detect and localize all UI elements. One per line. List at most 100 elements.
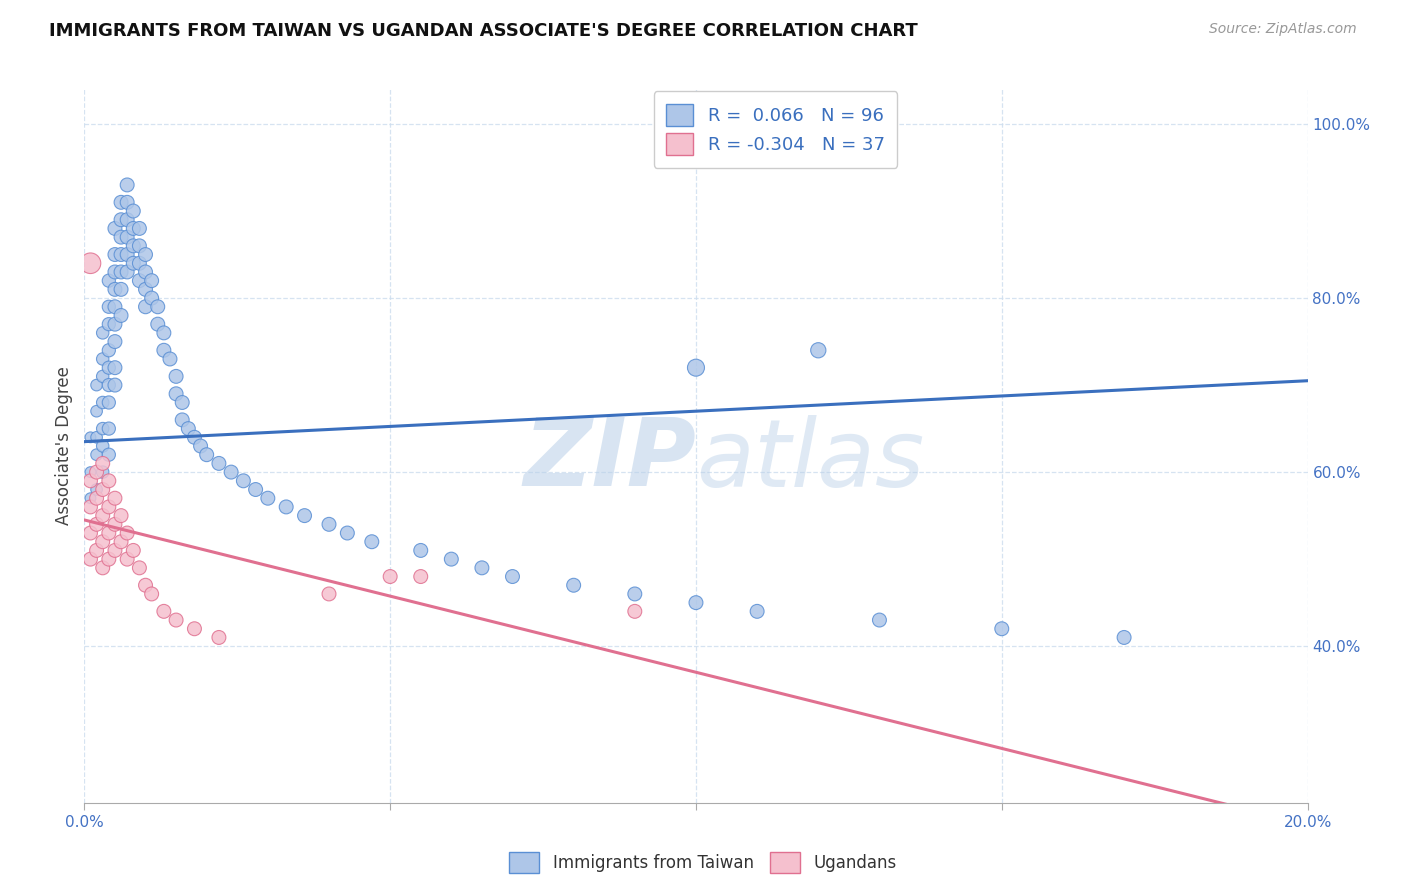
Point: [122, 543, 145, 558]
Point: [91, 457, 114, 471]
Point: [97, 300, 120, 314]
Point: [115, 230, 138, 244]
Point: [624, 587, 647, 601]
Point: [502, 569, 524, 583]
Point: [97, 274, 120, 288]
Point: [294, 508, 316, 523]
Point: [128, 221, 150, 235]
Point: [165, 386, 187, 401]
Point: [91, 465, 114, 479]
Point: [991, 622, 1014, 636]
Point: [104, 543, 127, 558]
Point: [440, 552, 463, 566]
Point: [110, 212, 132, 227]
Point: [232, 474, 254, 488]
Point: [110, 282, 132, 296]
Point: [409, 543, 432, 558]
Legend: R =  0.066   N = 96, R = -0.304   N = 37: R = 0.066 N = 96, R = -0.304 N = 37: [654, 91, 897, 168]
Point: [104, 360, 127, 375]
Point: [110, 508, 132, 523]
Point: [869, 613, 891, 627]
Point: [91, 351, 114, 366]
Point: [97, 552, 120, 566]
Text: IMMIGRANTS FROM TAIWAN VS UGANDAN ASSOCIATE'S DEGREE CORRELATION CHART: IMMIGRANTS FROM TAIWAN VS UGANDAN ASSOCI…: [49, 22, 918, 40]
Point: [79, 474, 101, 488]
Point: [115, 552, 138, 566]
Point: [318, 587, 340, 601]
Point: [97, 526, 120, 541]
Point: [122, 221, 145, 235]
Point: [104, 517, 127, 532]
Point: [135, 578, 157, 592]
Point: [135, 265, 157, 279]
Point: [86, 404, 108, 418]
Point: [97, 500, 120, 514]
Point: [97, 474, 120, 488]
Point: [91, 439, 114, 453]
Point: [79, 491, 101, 506]
Point: [257, 491, 280, 506]
Point: [165, 369, 187, 384]
Point: [195, 448, 218, 462]
Point: [110, 534, 132, 549]
Point: [91, 483, 114, 497]
Point: [104, 491, 127, 506]
Point: [110, 230, 132, 244]
Point: [141, 274, 163, 288]
Point: [177, 421, 200, 435]
Text: atlas: atlas: [696, 415, 924, 506]
Point: [208, 631, 231, 645]
Point: [115, 178, 138, 192]
Point: [91, 508, 114, 523]
Point: [128, 561, 150, 575]
Point: [122, 239, 145, 253]
Point: [79, 430, 101, 444]
Point: [86, 430, 108, 444]
Point: [79, 465, 101, 479]
Point: [79, 256, 101, 270]
Point: [91, 421, 114, 435]
Point: [190, 439, 212, 453]
Point: [128, 239, 150, 253]
Point: [153, 343, 176, 358]
Point: [128, 274, 150, 288]
Point: [79, 500, 101, 514]
Point: [79, 526, 101, 541]
Point: [104, 221, 127, 235]
Point: [91, 395, 114, 409]
Point: [104, 265, 127, 279]
Point: [1114, 631, 1136, 645]
Point: [409, 569, 432, 583]
Point: [104, 334, 127, 349]
Point: [97, 378, 120, 392]
Point: [219, 465, 242, 479]
Point: [276, 500, 298, 514]
Point: [807, 343, 830, 358]
Point: [91, 534, 114, 549]
Point: [128, 256, 150, 270]
Point: [97, 343, 120, 358]
Point: [91, 326, 114, 340]
Point: [86, 378, 108, 392]
Point: [97, 360, 120, 375]
Point: [110, 265, 132, 279]
Point: [115, 265, 138, 279]
Point: [146, 317, 169, 331]
Point: [115, 526, 138, 541]
Point: [91, 561, 114, 575]
Point: [146, 300, 169, 314]
Point: [360, 534, 382, 549]
Point: [141, 587, 163, 601]
Point: [86, 448, 108, 462]
Point: [183, 622, 205, 636]
Point: [135, 282, 157, 296]
Point: [141, 291, 163, 305]
Point: [153, 604, 176, 618]
Point: [97, 395, 120, 409]
Point: [685, 596, 707, 610]
Point: [91, 369, 114, 384]
Point: [79, 552, 101, 566]
Point: [380, 569, 402, 583]
Point: [685, 360, 707, 375]
Point: [104, 300, 127, 314]
